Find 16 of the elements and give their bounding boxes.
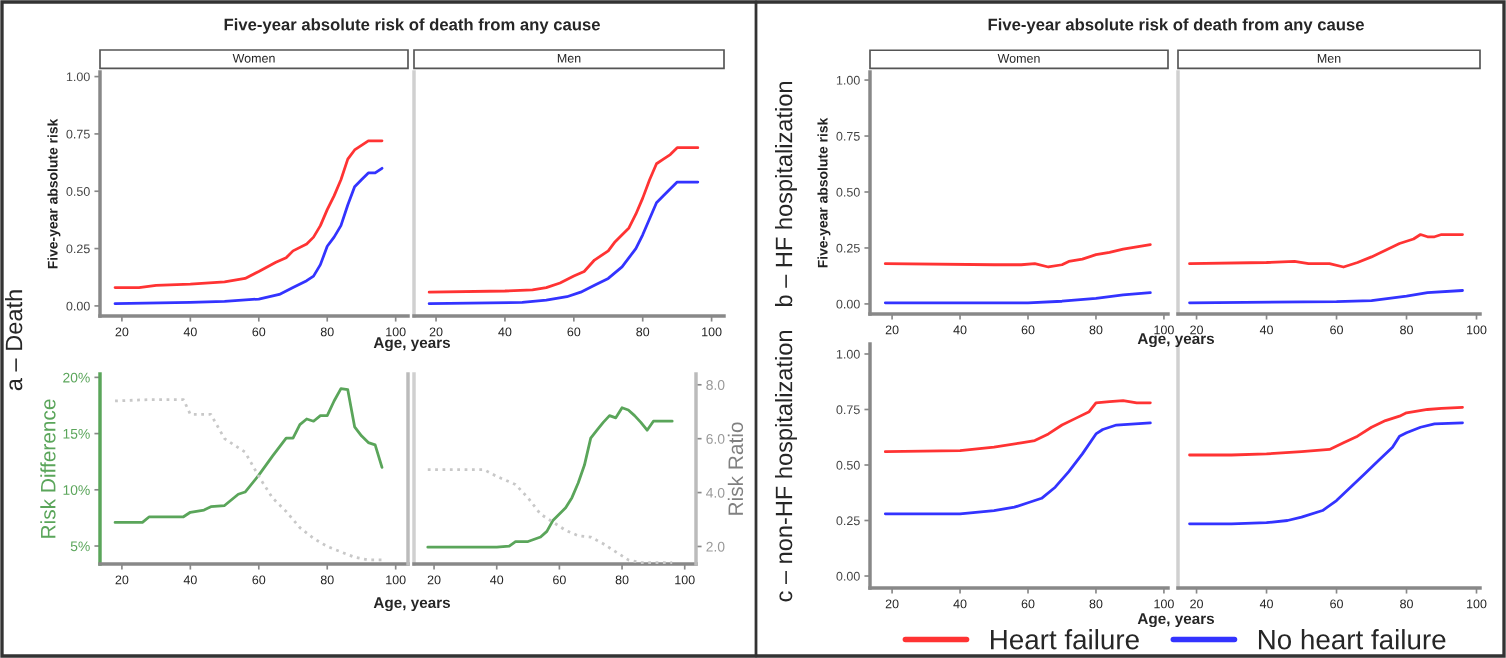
text: b – HF hospitalization xyxy=(775,82,798,306)
y2-axis-title: Risk Ratio xyxy=(727,422,744,515)
chart-title: Five-year absolute risk of death from any cause xyxy=(988,18,1364,34)
line-series xyxy=(113,139,384,289)
line-series xyxy=(883,243,1152,269)
text: a – Death xyxy=(5,290,23,391)
line-series xyxy=(113,387,384,524)
line-series xyxy=(883,399,1152,454)
legend-label: Heart failure xyxy=(991,629,1139,650)
line-series xyxy=(113,166,384,306)
line-series xyxy=(883,421,1152,516)
line-series xyxy=(426,468,674,564)
legend-label: No heart failure xyxy=(1258,629,1446,650)
chart-title: Five-year absolute risk of death from any cause xyxy=(224,18,600,34)
y-axis-title: Risk Difference xyxy=(40,399,56,538)
text: c – non-HF hospitalization xyxy=(775,331,798,602)
